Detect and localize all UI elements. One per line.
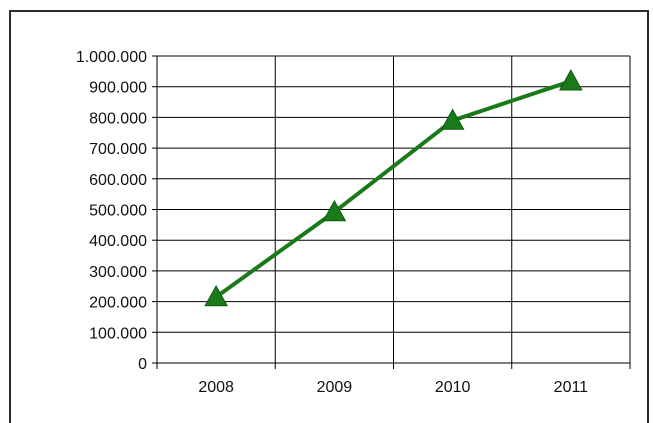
y-tick-label: 400.000 xyxy=(89,233,147,250)
axis-layer xyxy=(152,55,631,369)
y-tick-label: 900.000 xyxy=(89,80,147,97)
data-point-marker xyxy=(440,108,465,130)
data-point-marker xyxy=(204,284,228,307)
y-tick-label: 200.000 xyxy=(89,295,147,312)
y-tick-label: 0 xyxy=(138,356,147,373)
y-tick-label: 500.000 xyxy=(89,203,147,220)
data-point-marker xyxy=(322,199,347,222)
y-tick-label: 700.000 xyxy=(89,141,147,158)
x-tick-label: 2010 xyxy=(435,379,471,396)
label-layer: 0 100.000 200.000 300.000 400.000 500.000 600.… xyxy=(76,49,588,396)
x-tick-label: 2011 xyxy=(554,379,589,396)
y-tick-label: 600.000 xyxy=(89,172,147,189)
x-tick-label: 2009 xyxy=(317,379,353,396)
x-tick-label: 2008 xyxy=(198,379,234,396)
y-tick-label: 800.000 xyxy=(89,110,147,127)
y-tick-label: 1.000.000 xyxy=(76,49,147,66)
y-tick-label: 100.000 xyxy=(89,325,147,342)
series-line xyxy=(214,79,573,299)
y-tick-label: 300.000 xyxy=(89,264,147,281)
grid-layer xyxy=(157,55,631,363)
data-point-marker xyxy=(559,69,583,91)
series-layer xyxy=(204,69,583,307)
